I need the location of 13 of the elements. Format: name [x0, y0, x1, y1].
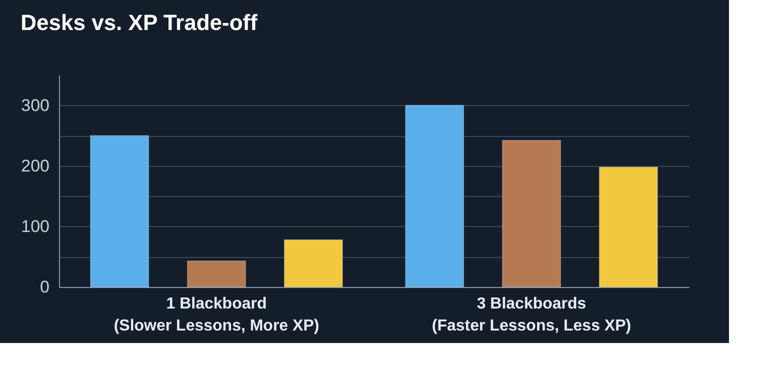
x-tick-label: 1 Blackboard (Slower Lessons, More XP) — [114, 296, 320, 334]
x-tick-label: 3 Blackboards (Faster Lessons, Less XP) — [432, 296, 632, 334]
y-tick-label: 200 — [21, 156, 50, 176]
bar — [405, 104, 464, 288]
bar — [599, 166, 658, 288]
y-tick-label: 300 — [21, 96, 50, 115]
bar — [502, 140, 561, 288]
y-tick-label: 0 — [40, 278, 50, 296]
y-tick-label: 100 — [21, 216, 50, 236]
bar — [284, 239, 343, 288]
bar — [90, 135, 149, 288]
chart-title: Desks vs. XP Trade-off — [20, 10, 258, 35]
bar — [187, 260, 246, 288]
